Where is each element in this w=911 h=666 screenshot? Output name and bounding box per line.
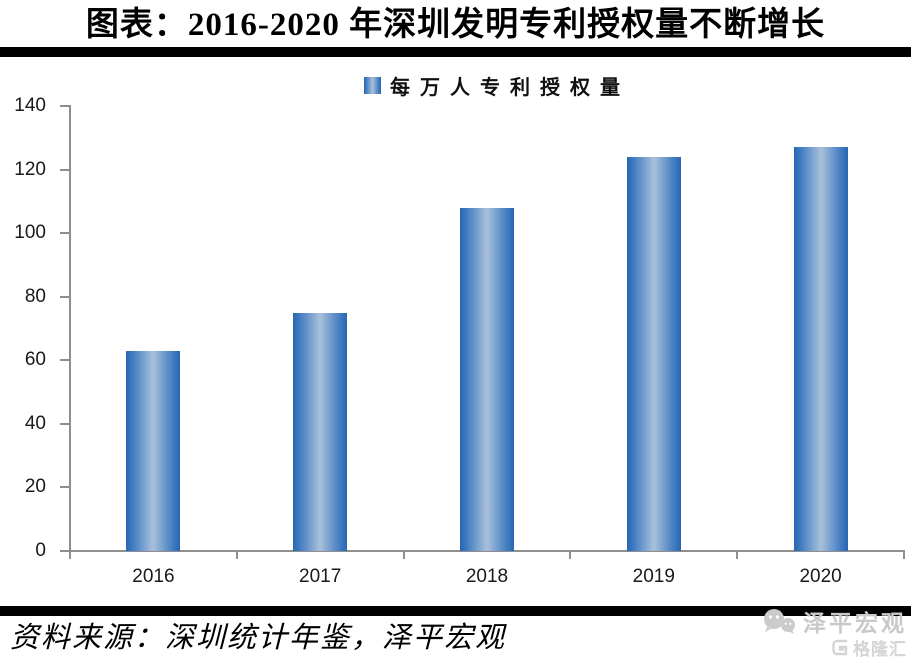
x-axis-tick bbox=[903, 550, 905, 559]
y-tick-label-120: 120 bbox=[14, 158, 46, 180]
bar-2020 bbox=[793, 147, 848, 551]
x-tick-label-2018: 2018 bbox=[465, 566, 509, 587]
x-axis-tick bbox=[402, 550, 405, 559]
y-axis-tick bbox=[60, 232, 70, 235]
y-tick-label-80: 80 bbox=[24, 285, 46, 307]
legend-color-swatch bbox=[364, 77, 381, 94]
y-tick-label-40: 40 bbox=[24, 412, 46, 434]
source-note: 资料来源：深圳统计年鉴，泽平宏观 bbox=[10, 622, 507, 654]
chart-legend: 每万人专利授权量 bbox=[364, 71, 630, 100]
wechat-icon bbox=[764, 608, 795, 634]
chart-title: 图表：2016-2020 年深圳发明专利授权量不断增长 bbox=[85, 7, 826, 43]
y-axis-tick bbox=[60, 105, 70, 107]
y-axis-tick bbox=[60, 486, 70, 489]
watermark-row-2: 格隆汇 bbox=[762, 636, 907, 659]
x-axis-tick bbox=[569, 550, 572, 559]
watermark-row-1: 泽平宏观 bbox=[762, 607, 907, 636]
x-tick-label-2017: 2017 bbox=[299, 566, 342, 587]
y-axis-tick bbox=[60, 422, 70, 425]
x-tick-label-2016: 2016 bbox=[132, 566, 175, 587]
y-tick-label-140: 140 bbox=[14, 95, 46, 116]
y-axis-tick bbox=[60, 295, 70, 298]
y-axis-line bbox=[69, 105, 71, 551]
x-axis-line bbox=[60, 550, 904, 552]
x-axis-tick bbox=[736, 550, 739, 559]
x-tick-label-2019: 2019 bbox=[632, 566, 675, 587]
bar-2016 bbox=[126, 350, 181, 551]
y-tick-label-60: 60 bbox=[24, 349, 46, 371]
watermark-brand-zeping: 泽平宏观 bbox=[803, 610, 907, 636]
x-tick-label-2020: 2020 bbox=[799, 566, 842, 587]
x-axis-tick bbox=[235, 550, 238, 559]
y-tick-label-0: 0 bbox=[35, 540, 46, 561]
bottom-divider-rule bbox=[0, 606, 911, 616]
x-axis-tick bbox=[69, 550, 71, 559]
y-axis-tick bbox=[60, 168, 70, 171]
watermark-block: 泽平宏观 格隆汇 bbox=[762, 607, 907, 659]
gelonghui-g-icon bbox=[832, 639, 848, 655]
y-axis-tick bbox=[60, 359, 70, 362]
y-tick-label-20: 20 bbox=[24, 476, 46, 498]
top-divider-rule bbox=[0, 47, 911, 57]
bar-2017 bbox=[293, 312, 348, 551]
legend-label: 每万人专利授权量 bbox=[390, 77, 630, 99]
y-axis-tick bbox=[60, 550, 70, 552]
bar-2019 bbox=[626, 156, 681, 551]
bar-2018 bbox=[460, 207, 514, 551]
y-tick-label-100: 100 bbox=[14, 222, 46, 244]
watermark-brand-gelonghui: 格隆汇 bbox=[853, 639, 907, 659]
